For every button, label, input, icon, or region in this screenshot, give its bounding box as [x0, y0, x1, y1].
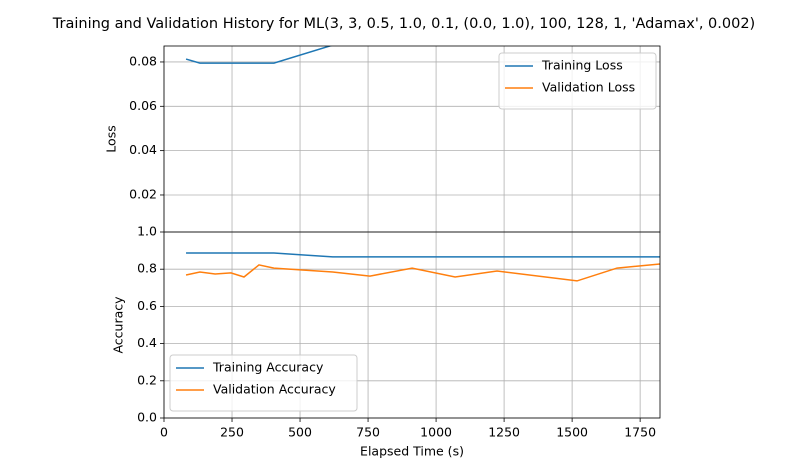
legend-box — [169, 354, 358, 412]
y-tick-label: 0.2 — [137, 372, 157, 387]
y-tick-label: 0.02 — [129, 186, 157, 201]
axes-frame — [163, 231, 661, 419]
y-tick-label: 0.4 — [137, 335, 157, 350]
legend-label: Validation Accuracy — [213, 382, 336, 397]
y-tick-label: 0.06 — [129, 98, 157, 113]
x-tick-label: 1250 — [488, 425, 520, 440]
y-tick-label: 0.04 — [129, 142, 157, 157]
y-tick-label: 1.0 — [137, 224, 157, 239]
y-axis-label: Loss — [104, 125, 119, 152]
y-tick-label: 0.0 — [137, 410, 157, 425]
plot-area — [185, 252, 660, 282]
plot-area — [185, 46, 333, 64]
legend-label: Validation Loss — [542, 80, 635, 95]
legend-box — [498, 52, 657, 110]
x-tick-label: 500 — [288, 425, 312, 440]
series-line — [185, 263, 660, 282]
chart-title: Training and Validation History for ML(3… — [52, 16, 755, 32]
x-tick-label: 750 — [356, 425, 380, 440]
legend-label: Training Loss — [541, 58, 623, 73]
x-tick-label: 1000 — [420, 425, 452, 440]
y-tick-label: 0.08 — [129, 53, 157, 68]
x-axis-label: Elapsed Time (s) — [360, 444, 464, 459]
y-tick-label: 0.6 — [137, 298, 157, 313]
x-tick-label: 1750 — [624, 425, 656, 440]
x-tick-label: 0 — [160, 425, 168, 440]
y-tick-label: 0.8 — [137, 261, 157, 276]
y-axis-label: Accuracy — [111, 296, 126, 354]
series-line — [186, 252, 660, 258]
series-line — [185, 46, 333, 64]
x-tick-label: 250 — [220, 425, 244, 440]
x-tick-label: 1500 — [556, 425, 588, 440]
legend-label: Training Accuracy — [212, 360, 324, 375]
